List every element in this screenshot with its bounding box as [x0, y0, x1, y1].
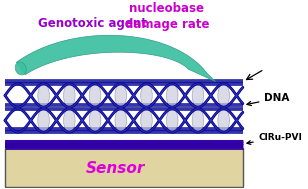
Ellipse shape: [218, 84, 229, 107]
Ellipse shape: [166, 109, 178, 132]
Ellipse shape: [141, 84, 152, 107]
Ellipse shape: [115, 109, 127, 132]
Text: DNA: DNA: [247, 93, 290, 106]
Ellipse shape: [141, 109, 152, 132]
Ellipse shape: [89, 109, 101, 132]
Text: nucleobase
damage rate: nucleobase damage rate: [125, 2, 209, 31]
Ellipse shape: [38, 84, 49, 107]
Ellipse shape: [218, 109, 229, 132]
Bar: [5, 148, 243, 187]
Polygon shape: [16, 35, 216, 82]
Ellipse shape: [89, 84, 101, 107]
Ellipse shape: [63, 109, 75, 132]
Ellipse shape: [15, 62, 26, 75]
Ellipse shape: [166, 84, 178, 107]
Text: Sensor: Sensor: [86, 161, 145, 176]
Ellipse shape: [192, 84, 204, 107]
Text: ClRu-PVI: ClRu-PVI: [247, 132, 302, 144]
Ellipse shape: [192, 109, 204, 132]
Bar: [5, 143, 243, 148]
Text: Genotoxic agent: Genotoxic agent: [38, 17, 147, 30]
Ellipse shape: [38, 109, 49, 132]
Ellipse shape: [115, 84, 127, 107]
Bar: [5, 140, 243, 143]
Ellipse shape: [63, 84, 75, 107]
